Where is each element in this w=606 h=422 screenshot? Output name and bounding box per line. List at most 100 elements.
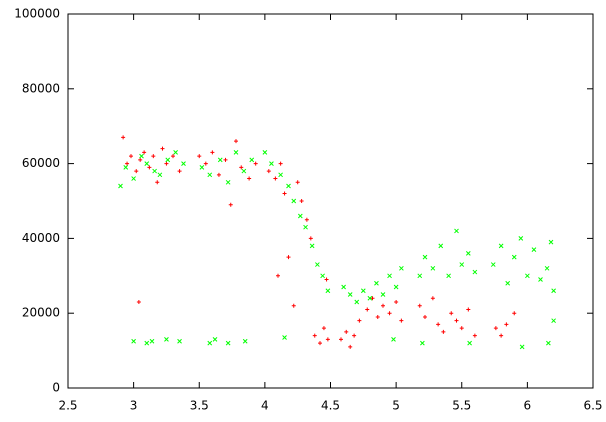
y-tick-label: 40000 [22,231,60,245]
point [282,335,287,340]
point [273,176,278,181]
point [286,255,291,260]
point [454,318,459,323]
point [459,326,464,331]
point [498,243,504,249]
point [430,296,435,301]
x-tick-label: 6.5 [583,399,602,413]
point [177,169,182,174]
point [394,299,399,304]
point [454,228,459,234]
point [423,314,427,319]
point [551,288,556,294]
point [262,150,268,155]
point [223,157,228,162]
point [164,337,169,342]
point [291,303,296,308]
point [136,299,141,304]
point [239,165,244,170]
point [123,164,129,170]
point [207,172,213,178]
point [234,139,238,144]
point [303,224,308,230]
point [173,150,178,155]
point [131,338,136,344]
point [546,340,551,346]
point [233,150,239,155]
point [134,169,139,174]
point [242,338,248,344]
point [365,307,370,312]
y-tick-label: 100000 [14,7,60,21]
point [304,217,309,222]
x-tick-label: 2.5 [58,399,77,413]
point [142,150,147,155]
point [225,179,231,185]
point [490,262,496,267]
point [207,340,213,346]
point [278,161,283,166]
point [216,172,221,177]
point [139,153,144,159]
point [393,284,399,290]
point [286,183,291,189]
point [241,168,247,174]
point [354,299,360,305]
point [374,280,379,286]
plot-frame [67,13,594,389]
point [282,191,287,196]
point [253,161,258,166]
point [538,277,543,282]
point [381,303,385,308]
point [339,337,343,342]
point [295,180,300,185]
point [324,277,329,282]
point [144,340,150,346]
point [320,273,325,279]
point [367,295,373,301]
point [177,338,182,344]
point [387,311,392,316]
point [348,344,353,349]
point [493,326,498,331]
point [144,161,150,166]
point [525,273,530,279]
point [370,296,375,301]
x-tick-label: 5.5 [452,399,471,413]
point [467,340,472,346]
point [299,199,304,203]
point [318,341,322,346]
point [199,164,205,170]
point [325,288,331,294]
point [375,314,380,319]
point [152,168,157,174]
point [165,157,171,163]
point [181,161,186,166]
point [504,322,509,327]
point [249,157,255,163]
point [387,273,392,279]
point [118,183,123,189]
point [499,333,504,338]
point [321,326,326,331]
point [291,198,297,204]
x-tick-label: 3.5 [190,399,209,413]
point [341,284,346,290]
point [420,340,425,346]
point [360,288,366,294]
point [266,169,271,174]
point [344,329,349,334]
point [228,202,233,207]
point [210,150,215,155]
point [164,161,169,166]
point [441,329,446,334]
point [129,154,133,159]
point [297,213,303,219]
point [548,239,554,245]
y-tick-label: 0 [52,381,60,395]
point [544,265,550,271]
x-tick-label: 3 [130,399,138,413]
point [121,135,126,140]
point [422,254,428,260]
